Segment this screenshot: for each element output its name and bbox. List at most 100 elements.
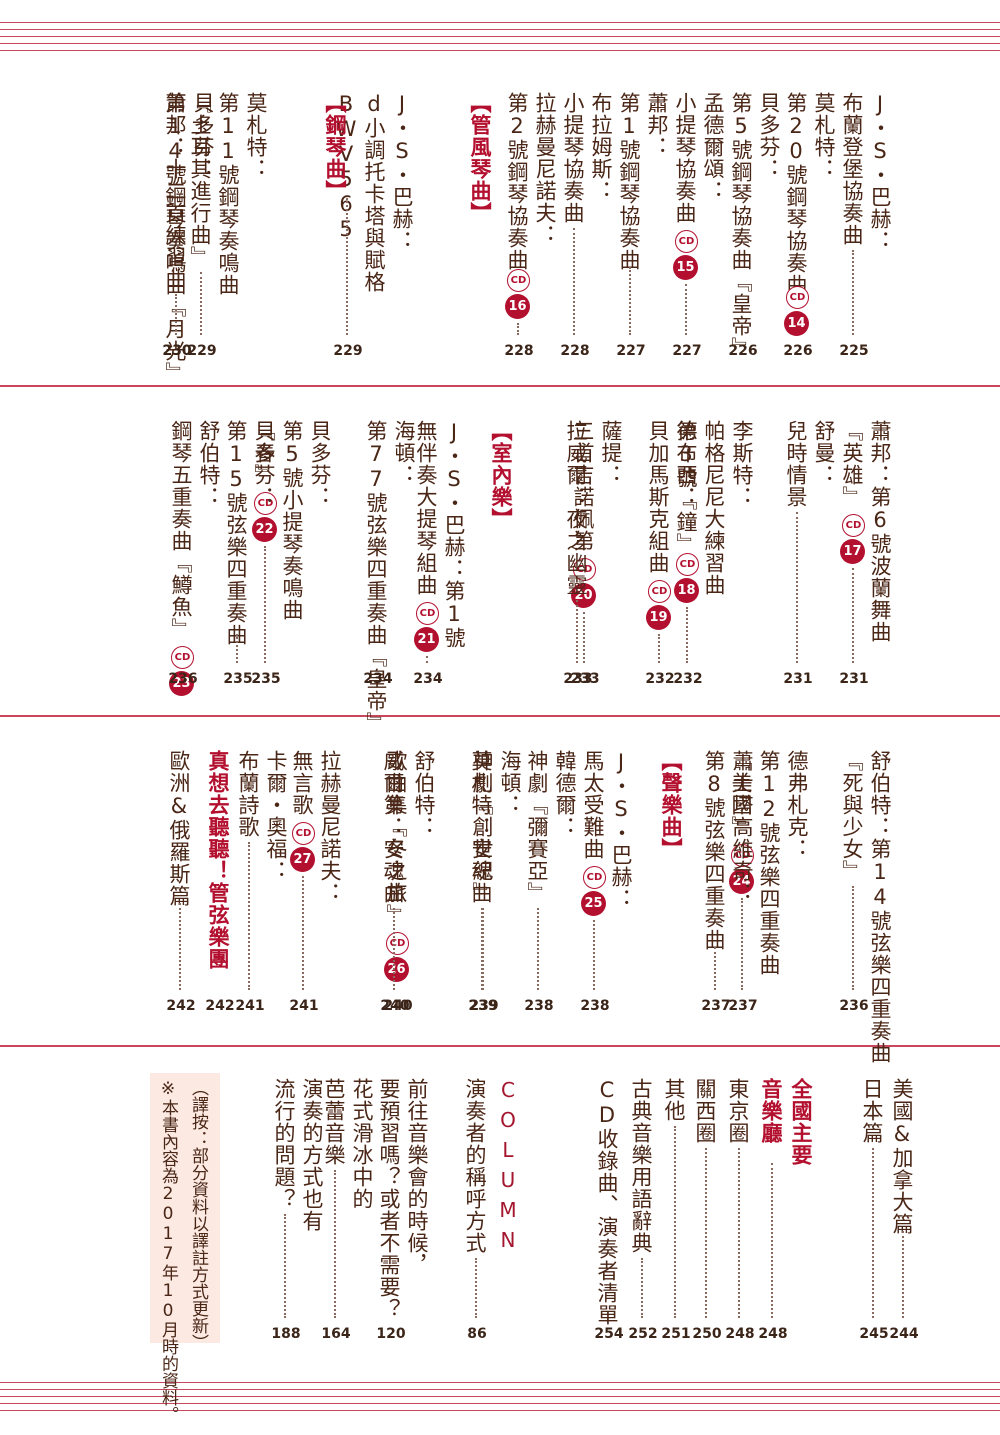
cd-badge: CD 19: [646, 580, 673, 630]
page-number: 240: [380, 998, 410, 1014]
entry-text: 第5號鋼琴協奏曲『皇帝』: [729, 92, 753, 359]
cd-track-number: 19: [646, 605, 671, 630]
entry-text: 第12號弦樂四重奏曲: [757, 750, 781, 976]
entry-text: 無伴奏大提琴組曲: [414, 420, 438, 596]
entry-text: 蕭邦：第6號波蘭舞曲: [868, 420, 892, 643]
page-number: 242: [205, 998, 235, 1014]
entry-text: 第3號『鐘』: [674, 420, 698, 555]
page-number: 231: [839, 671, 869, 687]
toc-entry: 音樂廳 248: [757, 1078, 787, 1346]
toc-entry: 演奏者的稱呼方式 86: [461, 1078, 491, 1346]
cd-badge: CD 22: [252, 492, 279, 542]
dot-leader: [393, 908, 395, 990]
page-number: 235: [223, 671, 253, 687]
column-label: COLUMN: [496, 1078, 520, 1258]
dot-leader: [852, 886, 854, 990]
cd-icon: CD: [416, 602, 439, 625]
toc-entry: 【室內樂】: [487, 420, 517, 691]
cd-icon: CD: [676, 553, 699, 576]
entry-text: 『土耳其進行曲』: [188, 92, 212, 268]
page-number: 227: [616, 343, 646, 359]
toc-entry: 歐洲&俄羅斯篇 242: [165, 750, 195, 1018]
toc-entry: 真想去聽聽！管弦樂團 242: [204, 750, 234, 1018]
toc-entry: CD收錄曲、演奏者清單 254: [593, 1078, 623, 1346]
dot-leader: [179, 903, 181, 990]
entry-text: 貝多芬：: [191, 92, 215, 180]
dot-leader: [686, 607, 688, 663]
toc-entry: 舒伯特： 鋼琴五重奏曲『鱒魚』 CD 23 236: [168, 420, 225, 696]
entry-text: 第2號鋼琴協奏曲: [505, 92, 529, 271]
entry-text: 其他: [662, 1078, 686, 1122]
cd-badge: CD 17: [840, 514, 867, 564]
cd-icon: CD: [583, 866, 606, 889]
toc-entry: 前往音樂會的時候， 要預習嗎？或者不需要？ 120: [376, 1078, 433, 1346]
entry-text: 舒伯特：第14號弦樂四重奏曲: [868, 750, 892, 1064]
page-number: 86: [467, 1326, 487, 1342]
dot-leader: [872, 1148, 874, 1318]
cd-badge: CD 23: [169, 646, 196, 696]
entry-text: 日本篇: [860, 1078, 884, 1144]
entry-text: 舒曼：: [812, 420, 836, 486]
note-line: （譯按：部分資料以譯註方式更新）: [188, 1079, 208, 1351]
toc-entry: 莫札特：安魂曲 239: [467, 750, 497, 1018]
toc-entry: 美國&加拿大篇 244: [888, 1078, 918, 1346]
toc-entry: 舒伯特：第14號弦樂四重奏曲 『死與少女』 236: [839, 750, 896, 1064]
dot-leader: [658, 634, 660, 663]
page-number: 238: [580, 998, 610, 1014]
dot-leader: [629, 267, 631, 335]
page-number: 236: [839, 998, 869, 1014]
cd-icon: CD: [254, 492, 277, 515]
dot-leader: [175, 294, 177, 335]
page-number: 254: [594, 1326, 624, 1342]
dot-leader: [200, 272, 202, 335]
entry-text: 莫札特：安魂曲: [469, 750, 493, 904]
entry-text: 李斯特：: [730, 420, 754, 508]
top-rule: [0, 22, 1000, 23]
entry-text: 東京圈: [726, 1078, 750, 1144]
cd-icon: CD: [842, 514, 865, 537]
page-number: 231: [783, 671, 813, 687]
entry-text: J・S・巴赫：: [390, 92, 414, 252]
toc-entry: 莫札特： 第11號鋼琴奏鳴曲 『土耳其進行曲』 229: [187, 92, 272, 363]
page-number: 227: [672, 343, 702, 359]
cd-track-number: 23: [169, 671, 194, 696]
page-number: 234: [413, 671, 443, 687]
entry-text: 第5號小提琴奏鳴曲: [280, 420, 304, 621]
toc-entry: J・S・巴赫： 布蘭登堡協奏曲 225: [839, 92, 896, 363]
toc-entry: 布拉姆斯： 小提琴協奏曲 228: [560, 92, 617, 363]
cd-icon: CD: [573, 558, 596, 581]
entry-text: 馬太受難曲: [581, 750, 605, 860]
page-number: 236: [168, 671, 198, 687]
toc-entry: 貝多芬： 第14號鋼琴奏鳴曲『月光』 230: [162, 92, 219, 384]
entry-text: 舒伯特：: [412, 750, 436, 838]
entry-text: 第77號弦樂四重奏曲『皇帝』: [364, 420, 388, 734]
entry-text: 海頓：: [392, 420, 416, 486]
entry-text: 神劇『彌賽亞』: [525, 750, 549, 904]
entry-text: 卡爾・奧福：: [264, 750, 288, 882]
entry-text: 蕭邦：: [645, 92, 669, 158]
cd-badge: CD 24: [729, 844, 756, 894]
cd-track-number: 21: [414, 627, 439, 652]
cd-track-number: 24: [729, 869, 754, 894]
category-heading: 【鋼琴曲】: [323, 92, 347, 202]
toc-entry: 蕭士塔高維奇： 第8號弦樂四重奏曲 237: [701, 750, 758, 1018]
dot-leader: [771, 1163, 773, 1318]
note-line: ※本書內容為2017年10月時的資料。: [158, 1079, 178, 1423]
dot-leader: [537, 908, 539, 990]
entry-text: 鋼琴五重奏曲『鱒魚』: [169, 420, 193, 640]
page-number: 226: [783, 343, 813, 359]
toc-entry: 蕭邦：第6號波蘭舞曲 『英雄』 CD 17 231: [839, 420, 896, 691]
cd-track-number: 22: [252, 517, 277, 542]
toc-entry: 舒曼： 兒時情景 231: [783, 420, 840, 691]
page-number: 188: [271, 1326, 301, 1342]
toc-entry: 卡爾・奧福： 布蘭詩歌 241: [235, 750, 292, 1018]
page-number: 240: [383, 998, 413, 1014]
dot-leader: [714, 947, 716, 990]
entry-text: 布拉姆斯：: [589, 92, 613, 202]
toc-entry: 【聲樂曲】: [657, 750, 687, 1018]
feature-title: 音樂廳: [759, 1078, 783, 1144]
dot-leader: [248, 842, 250, 990]
entry-text: 孟德爾頌：: [701, 92, 725, 202]
cd-track-number: 17: [840, 539, 865, 564]
toc-entry: 拉赫曼尼諾夫： 第2號鋼琴協奏曲 CD 16 228: [504, 92, 561, 363]
